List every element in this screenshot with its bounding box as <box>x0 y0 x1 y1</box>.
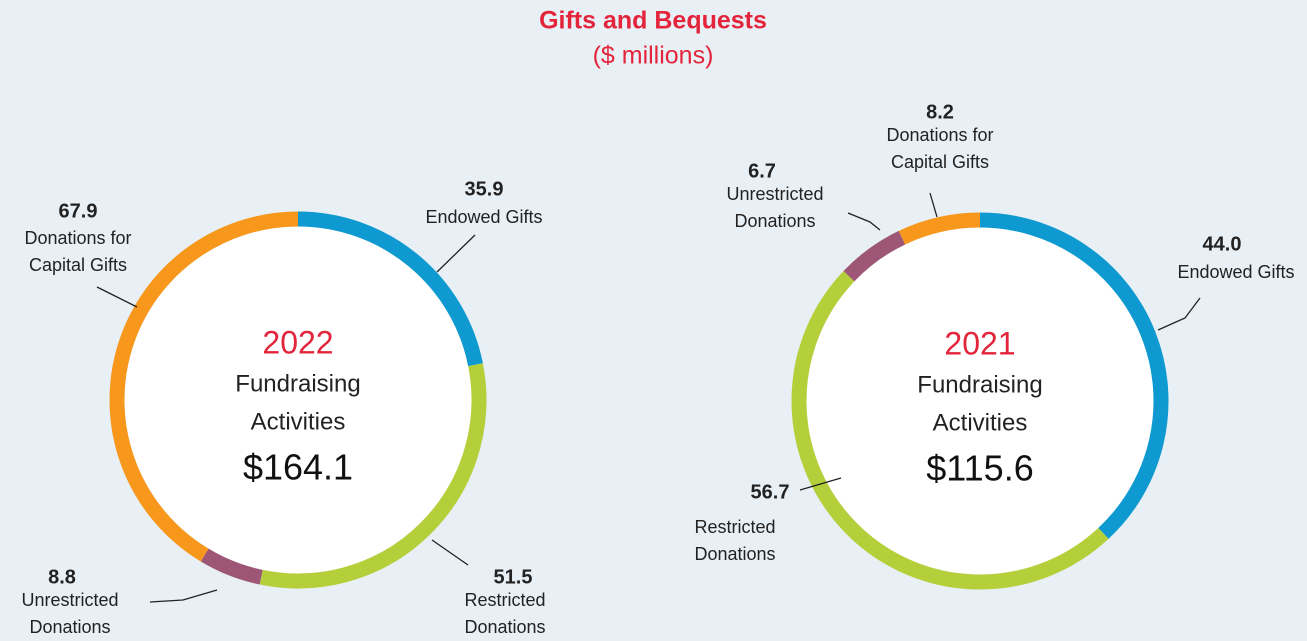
value-label: 6.7 <box>748 160 776 182</box>
value-label: 67.9 <box>59 200 98 222</box>
value-label: 8.8 <box>48 566 76 588</box>
leader-line <box>149 589 218 603</box>
center-total: $164.1 <box>243 447 353 488</box>
donut-slice <box>898 212 981 245</box>
donut-hole <box>124 226 472 574</box>
donut-slice <box>259 363 487 589</box>
value-label: 8.2 <box>926 101 954 123</box>
donut-hole <box>806 227 1154 575</box>
slice-label: Endowed Gifts <box>1177 262 1295 282</box>
center-total: $115.6 <box>926 448 1033 489</box>
donut-slice <box>200 548 263 585</box>
center-text: Activities <box>933 409 1028 436</box>
leader-line <box>1157 297 1201 331</box>
slice-label: Donations for Capital Gifts <box>24 228 132 275</box>
center-text: Activities <box>251 408 346 435</box>
center-text: Fundraising <box>235 370 360 397</box>
chart-subtitle: ($ millions) <box>593 42 714 70</box>
center-text: Fundraising <box>917 371 1042 398</box>
donut-slice <box>297 211 483 367</box>
leader-line <box>799 477 842 491</box>
value-label: 44.0 <box>1203 233 1242 255</box>
value-label: 51.5 <box>494 566 533 588</box>
slice-label: Donations for Capital Gifts <box>886 125 994 172</box>
slice-label: Unrestricted Donations <box>726 184 824 231</box>
leader-line <box>436 234 476 273</box>
leader-line <box>929 192 938 218</box>
donut-slice <box>979 212 1169 539</box>
slice-label: Restricted Donations <box>694 517 776 564</box>
slice-label: Endowed Gifts <box>425 207 543 227</box>
leader-line <box>431 539 469 566</box>
slice-label: Restricted Donations <box>464 590 546 637</box>
center-year: 2022 <box>262 324 333 360</box>
donut-slice <box>109 211 299 562</box>
value-label: 35.9 <box>465 178 504 200</box>
value-label: 56.7 <box>751 481 790 503</box>
center-year: 2021 <box>944 325 1015 361</box>
donut-slice <box>843 230 906 282</box>
chart-title: Gifts and Bequests <box>539 7 767 35</box>
leader-line <box>96 286 138 308</box>
donut-slice <box>791 271 1109 590</box>
leader-line <box>847 212 881 231</box>
slice-label: Unrestricted Donations <box>21 590 119 637</box>
